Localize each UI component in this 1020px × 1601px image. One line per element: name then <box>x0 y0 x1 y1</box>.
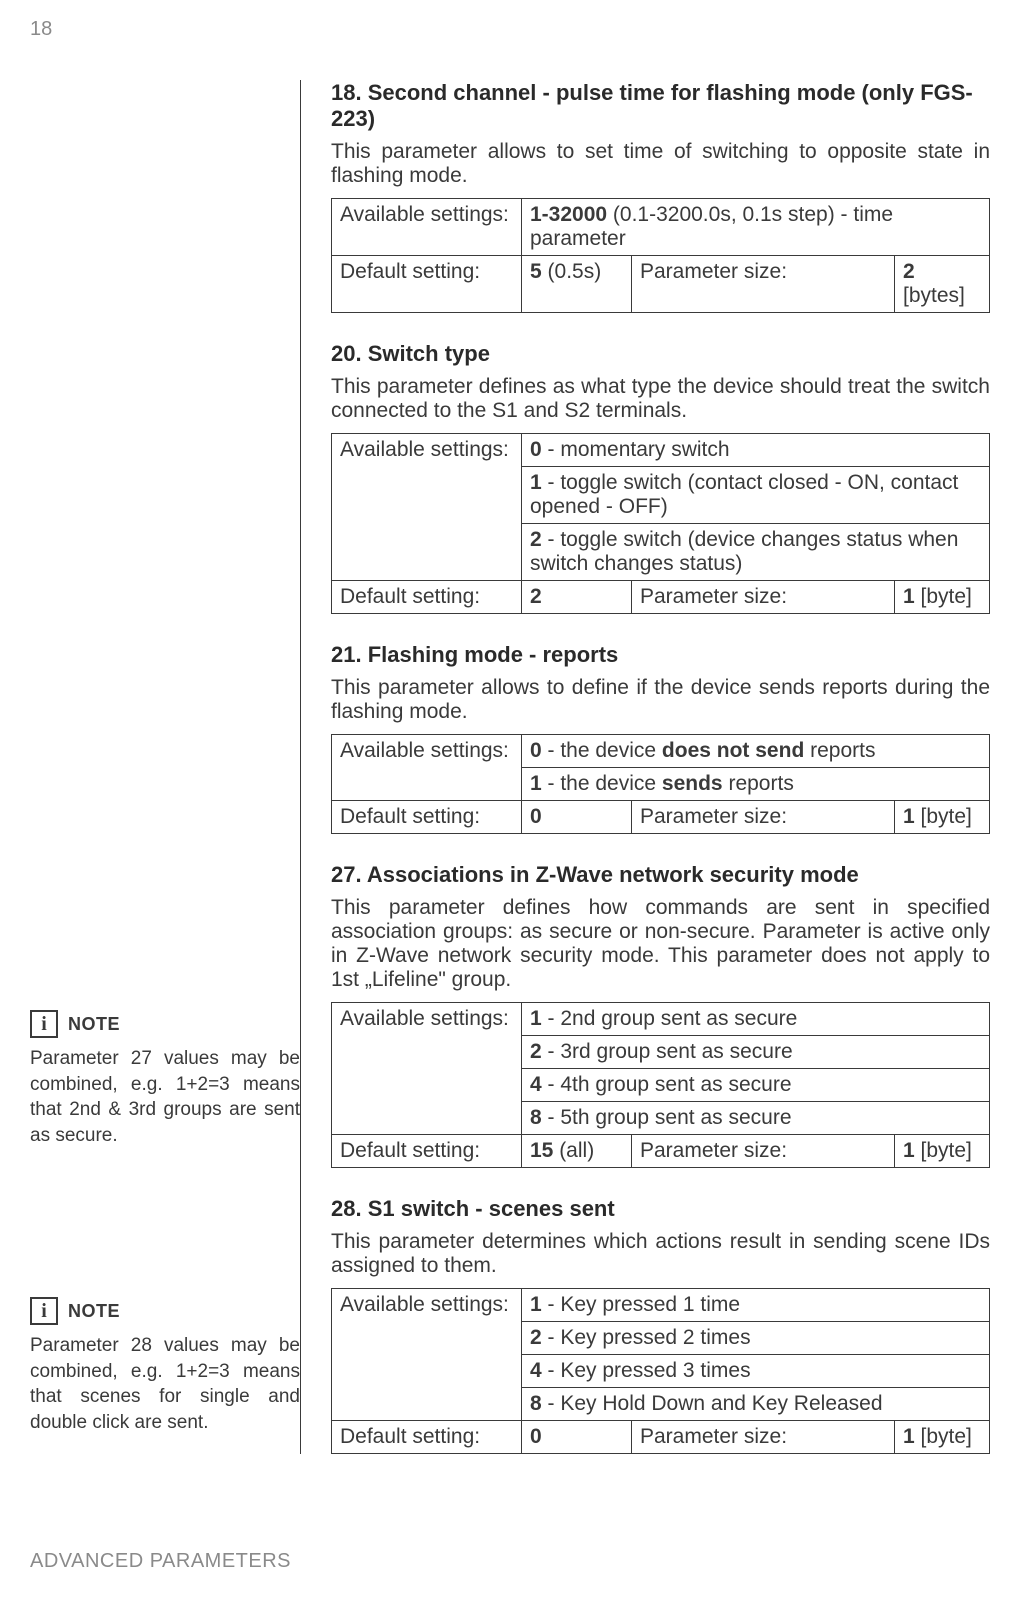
opt: 0 - the device does not send reports <box>522 735 990 768</box>
opt: 1 - 2nd group sent as secure <box>522 1003 990 1036</box>
note-label: NOTE <box>68 1014 120 1035</box>
psize-label: Parameter size: <box>632 801 895 834</box>
info-icon: i <box>30 1010 58 1038</box>
def-label: Default setting: <box>332 256 522 313</box>
main-content: 18. Second channel - pulse time for flas… <box>300 80 990 1454</box>
psize-value: 1 [byte] <box>895 801 990 834</box>
avail-label: Available settings: <box>332 1289 522 1421</box>
param-table: Available settings: 0 - the device does … <box>331 734 990 834</box>
opt: 8 - 5th group sent as secure <box>522 1102 990 1135</box>
note-header: i NOTE <box>30 1297 300 1325</box>
page-layout: i NOTE Parameter 27 values may be combin… <box>30 80 990 1454</box>
param-27: 27. Associations in Z-Wave network secur… <box>331 862 990 1168</box>
sidebar: i NOTE Parameter 27 values may be combin… <box>30 80 300 1454</box>
note-body: Parameter 28 values may be combined, e.g… <box>30 1333 300 1436</box>
section-title: 28. S1 switch - scenes sent <box>331 1196 990 1222</box>
psize-label: Parameter size: <box>632 1421 895 1454</box>
note-label: NOTE <box>68 1301 120 1322</box>
opt: 1 - Key pressed 1 time <box>522 1289 990 1322</box>
param-table: Available settings: 0 - momentary switch… <box>331 433 990 614</box>
section-title: 27. Associations in Z-Wave network secur… <box>331 862 990 888</box>
psize-value: 2 [bytes] <box>895 256 990 313</box>
avail-label: Available settings: <box>332 434 522 581</box>
opt: 2 - 3rd group sent as secure <box>522 1036 990 1069</box>
note-27: i NOTE Parameter 27 values may be combin… <box>30 1010 300 1149</box>
section-title: 21. Flashing mode - reports <box>331 642 990 668</box>
avail-label: Available settings: <box>332 1003 522 1135</box>
section-desc: This parameter defines as what type the … <box>331 375 990 423</box>
param-18: 18. Second channel - pulse time for flas… <box>331 80 990 313</box>
note-28: i NOTE Parameter 28 values may be combin… <box>30 1297 300 1436</box>
param-21: 21. Flashing mode - reports This paramet… <box>331 642 990 834</box>
opt: 1 - the device sends reports <box>522 768 990 801</box>
avail-label: Available settings: <box>332 735 522 801</box>
def-value: 5 (0.5s) <box>522 256 632 313</box>
psize-value: 1 [byte] <box>895 1135 990 1168</box>
section-title: 18. Second channel - pulse time for flas… <box>331 80 990 132</box>
opt: 2 - Key pressed 2 times <box>522 1322 990 1355</box>
opt: 2 - toggle switch (device changes status… <box>522 524 990 581</box>
table-row: Available settings: 1 - 2nd group sent a… <box>332 1003 990 1036</box>
table-row: Available settings: 1 - Key pressed 1 ti… <box>332 1289 990 1322</box>
info-icon: i <box>30 1297 58 1325</box>
def-label: Default setting: <box>332 581 522 614</box>
def-value: 0 <box>522 1421 632 1454</box>
table-row: Default setting: 0 Parameter size: 1 [by… <box>332 801 990 834</box>
avail-value: 1-32000 (0.1-3200.0s, 0.1s step) - time … <box>522 199 990 256</box>
param-28: 28. S1 switch - scenes sent This paramet… <box>331 1196 990 1454</box>
psize-label: Parameter size: <box>632 1135 895 1168</box>
table-row: Available settings: 1-32000 (0.1-3200.0s… <box>332 199 990 256</box>
def-value: 0 <box>522 801 632 834</box>
param-table: Available settings: 1-32000 (0.1-3200.0s… <box>331 198 990 313</box>
table-row: Default setting: 2 Parameter size: 1 [by… <box>332 581 990 614</box>
table-row: Available settings: 0 - momentary switch <box>332 434 990 467</box>
def-label: Default setting: <box>332 1421 522 1454</box>
page-number: 18 <box>30 18 52 41</box>
section-desc: This parameter defines how commands are … <box>331 896 990 992</box>
def-label: Default setting: <box>332 801 522 834</box>
psize-label: Parameter size: <box>632 256 895 313</box>
opt: 4 - 4th group sent as secure <box>522 1069 990 1102</box>
section-desc: This parameter allows to define if the d… <box>331 676 990 724</box>
param-table: Available settings: 1 - 2nd group sent a… <box>331 1002 990 1168</box>
note-body: Parameter 27 values may be combined, e.g… <box>30 1046 300 1149</box>
note-header: i NOTE <box>30 1010 300 1038</box>
def-label: Default setting: <box>332 1135 522 1168</box>
def-value: 15 (all) <box>522 1135 632 1168</box>
psize-value: 1 [byte] <box>895 1421 990 1454</box>
section-desc: This parameter allows to set time of swi… <box>331 140 990 188</box>
opt: 0 - momentary switch <box>522 434 990 467</box>
table-row: Available settings: 0 - the device does … <box>332 735 990 768</box>
footer: ADVANCED PARAMETERS <box>30 1550 291 1573</box>
opt: 1 - toggle switch (contact closed - ON, … <box>522 467 990 524</box>
table-row: Default setting: 5 (0.5s) Parameter size… <box>332 256 990 313</box>
table-row: Default setting: 0 Parameter size: 1 [by… <box>332 1421 990 1454</box>
table-row: Default setting: 15 (all) Parameter size… <box>332 1135 990 1168</box>
psize-value: 1 [byte] <box>895 581 990 614</box>
opt: 4 - Key pressed 3 times <box>522 1355 990 1388</box>
opt: 8 - Key Hold Down and Key Released <box>522 1388 990 1421</box>
psize-label: Parameter size: <box>632 581 895 614</box>
section-desc: This parameter determines which actions … <box>331 1230 990 1278</box>
param-20: 20. Switch type This parameter defines a… <box>331 341 990 614</box>
avail-label: Available settings: <box>332 199 522 256</box>
def-value: 2 <box>522 581 632 614</box>
param-table: Available settings: 1 - Key pressed 1 ti… <box>331 1288 990 1454</box>
section-title: 20. Switch type <box>331 341 990 367</box>
